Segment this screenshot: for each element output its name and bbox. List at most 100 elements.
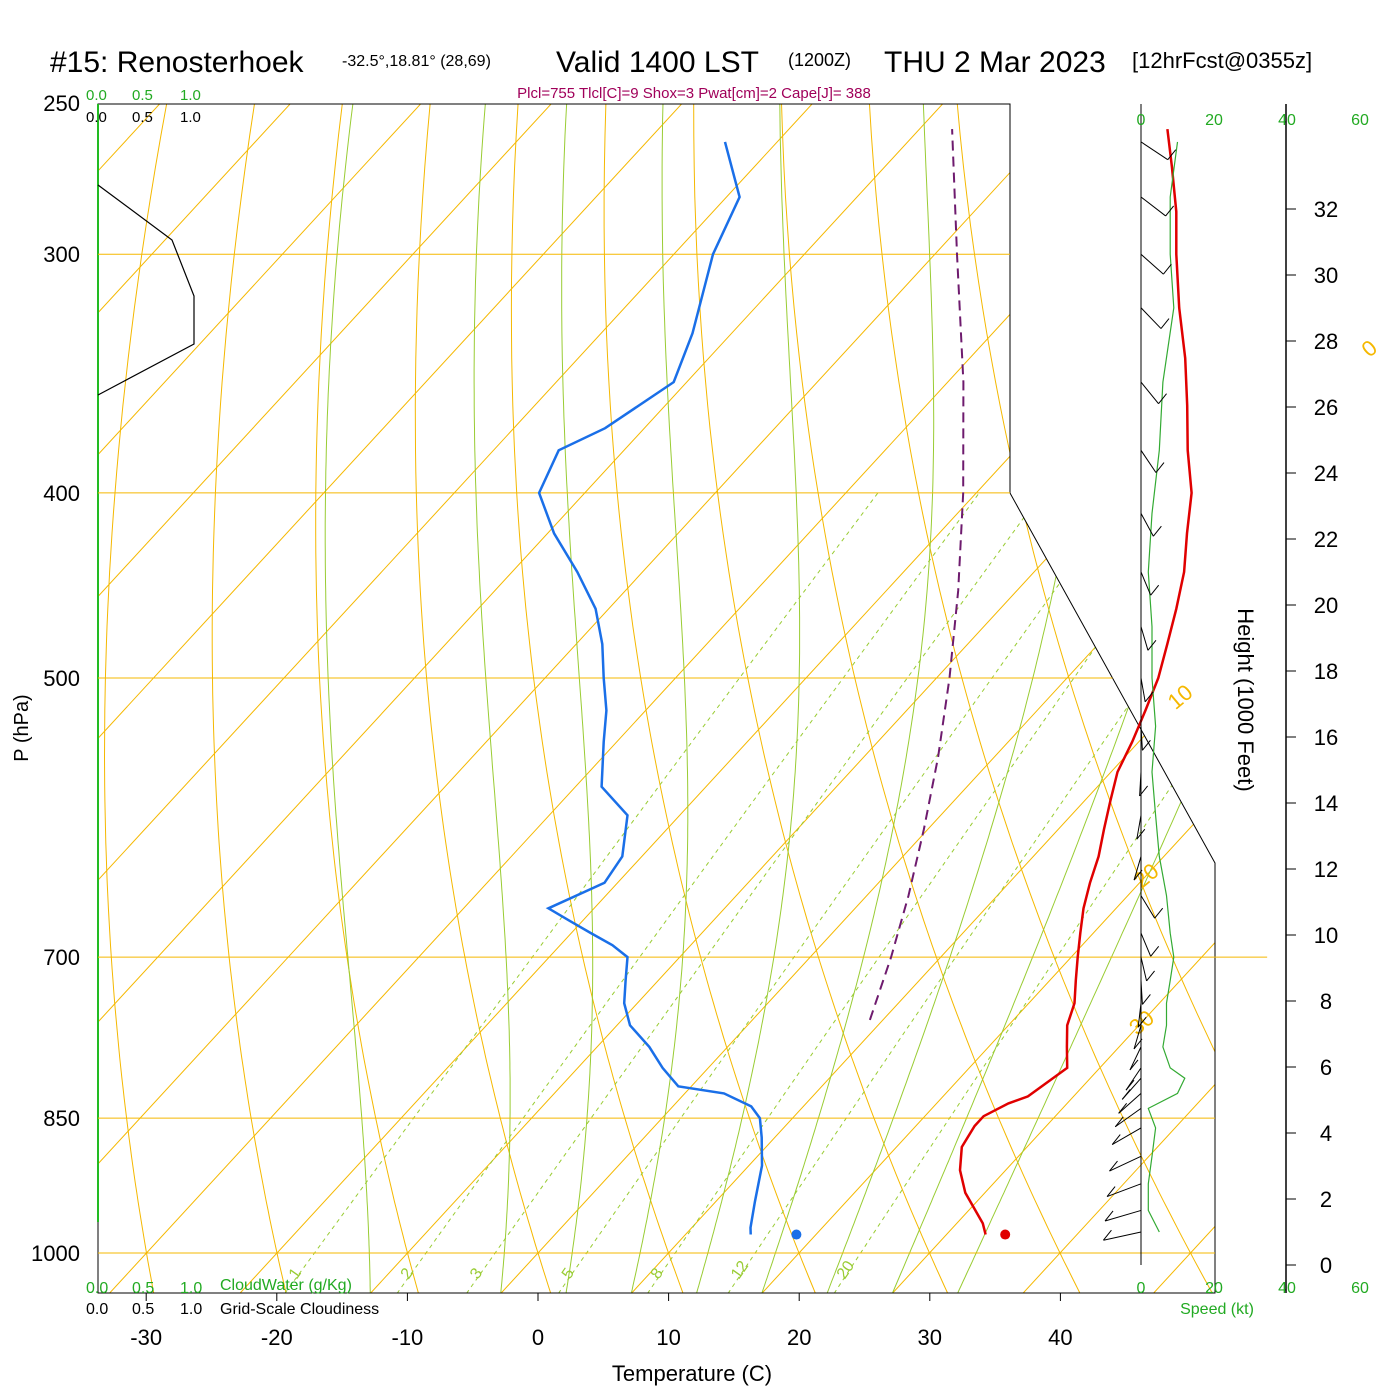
cloudiness-scale-bottom-1: 0.5 <box>132 1301 154 1318</box>
height-tick-label: 10 <box>1314 923 1338 948</box>
cloudiness-label: Grid-Scale Cloudiness <box>220 1301 379 1318</box>
wind-barb <box>1111 1127 1142 1145</box>
mixing-ratio-label: 3 <box>467 1265 486 1282</box>
dry-adiabat-line <box>693 104 949 1293</box>
moist-adiabat-line <box>324 104 371 1293</box>
pressure-tick-label: 850 <box>43 1106 80 1131</box>
dry-adiabat-line <box>103 104 168 1293</box>
wind-barb <box>1140 450 1157 473</box>
pressure-tick-label: 500 <box>43 666 80 691</box>
wind-barb-flag <box>1139 785 1148 797</box>
height-tick-label: 2 <box>1320 1187 1332 1212</box>
height-tick-label: 18 <box>1314 659 1338 684</box>
wind-barb-flag <box>1114 1116 1124 1128</box>
x-tick-label: 20 <box>787 1325 811 1350</box>
mixing-ratio-label: 5 <box>559 1265 578 1282</box>
mixing-ratio-label: 8 <box>648 1265 667 1282</box>
wind-barb-flag <box>1111 1134 1121 1145</box>
wind-barb-flag <box>1125 1079 1135 1091</box>
wind-barb-flag <box>1162 263 1172 275</box>
isotherm-line <box>1284 103 1400 1293</box>
mixing-ratio-line <box>284 492 879 1293</box>
wind-barb-flag <box>1146 970 1155 982</box>
moist-adiabat-line <box>630 104 689 1293</box>
x-tick-label: 0 <box>532 1325 544 1350</box>
cloudwater-scale-top-0: 0.0 <box>86 87 107 104</box>
wind-speed-profile <box>1147 141 1186 1233</box>
wind-speed-tick-top: 40 <box>1278 112 1296 129</box>
cloudiness-scale-bottom-0: 0.0 <box>86 1301 108 1318</box>
wind-barb-flag <box>1144 691 1154 703</box>
wind-barb-flag <box>1104 1210 1114 1222</box>
mixing-ratio-line <box>396 492 980 1293</box>
wind-barb-flag <box>1118 1103 1128 1114</box>
dry-adiabat-line <box>868 104 1213 1293</box>
wind-barb-flag <box>1106 1186 1116 1197</box>
wind-speed-tick-top: 60 <box>1351 112 1369 129</box>
stability-indices: Plcl=755 Tlcl[C]=9 Shox=3 Pwat[cm]=2 Cap… <box>517 85 871 102</box>
wind-barb-flag <box>1154 907 1164 919</box>
cloudiness-scale-bottom-2: 1.0 <box>180 1301 202 1318</box>
wind-barb-flag <box>1142 740 1151 751</box>
height-tick-label: 24 <box>1314 461 1338 486</box>
cloudwater-scale-top-1: 0.5 <box>132 87 153 104</box>
moist-adiabat-line <box>957 104 1215 1293</box>
wind-speed-tick-bottom: 60 <box>1351 1280 1369 1297</box>
height-tick-label: 12 <box>1314 857 1338 882</box>
wind-barb-flag <box>1142 994 1151 1005</box>
thermo-background: 1 2 3 5 8 12 20 <box>98 103 1400 1294</box>
isotherm-line <box>98 104 814 1293</box>
wind-barb-flag <box>1152 525 1162 537</box>
dry-adiabat-label: 0 <box>1356 335 1381 362</box>
cloudwater-scale-top-2: 1.0 <box>180 87 201 104</box>
wind-barb-flag <box>1103 1229 1112 1241</box>
moist-adiabat-line <box>561 104 594 1293</box>
wind-speed-label: Speed (kt) <box>1180 1301 1254 1318</box>
y-axis-title: P (hPa) <box>11 694 33 761</box>
x-tick-label: -20 <box>261 1325 293 1350</box>
wind-barb-flag <box>1147 639 1157 651</box>
wind-barb-flag <box>1109 1160 1118 1172</box>
dry-adiabat-line <box>603 104 816 1293</box>
wind-barb-flag <box>1165 205 1175 217</box>
pressure-tick-label: 700 <box>43 945 80 970</box>
wind-barb <box>1140 626 1149 651</box>
wind-barb-flag <box>1150 946 1160 957</box>
wind-barb-flag <box>1133 869 1143 881</box>
station-title: #15: Renosterhoek <box>50 46 305 79</box>
wind-barb <box>1140 677 1146 702</box>
wind-speed-tick-top: 0 <box>1137 112 1146 129</box>
wind-barb <box>1103 1231 1142 1241</box>
wind-barb <box>1140 381 1159 405</box>
wind-barb <box>1140 571 1152 596</box>
isotherm-line <box>98 104 422 1293</box>
dry-adiabat-line <box>1044 104 1215 1293</box>
mixing-ratio-label: 2 <box>398 1265 417 1282</box>
cloudiness-scale-top-2: 1.0 <box>180 109 201 126</box>
wind-speed-tick-top: 20 <box>1205 112 1223 129</box>
wind-barb-flag <box>1167 149 1177 161</box>
x-tick-label: -10 <box>392 1325 424 1350</box>
dry-adiabat-line <box>315 104 419 1293</box>
cloudiness-scale-top-1: 0.5 <box>132 109 153 126</box>
cloudwater-scale-bottom-0: 0.0 <box>86 1280 108 1297</box>
wind-barb-flag <box>1121 1089 1131 1100</box>
mixing-ratio-label: 20 <box>834 1258 858 1282</box>
wind-barb <box>1140 196 1166 217</box>
isotherm-line <box>1022 104 1215 1293</box>
dry-adiabat-line <box>1396 103 1400 1294</box>
mixing-ratio-line <box>466 492 1043 1293</box>
wind-barb <box>1118 1093 1142 1114</box>
x-tick-label: 10 <box>656 1325 680 1350</box>
wind-barb <box>1140 307 1162 329</box>
wind-barb <box>1140 726 1143 751</box>
moist-adiabat-line <box>473 104 511 1293</box>
wind-barb <box>1140 253 1164 275</box>
wind-barb <box>1106 1183 1142 1198</box>
isotherm-line <box>98 104 683 1293</box>
height-tick-label: 26 <box>1314 395 1338 420</box>
x-tick-label: 40 <box>1048 1325 1072 1350</box>
height-tick-label: 6 <box>1320 1055 1332 1080</box>
isotherm-line <box>98 104 292 1293</box>
